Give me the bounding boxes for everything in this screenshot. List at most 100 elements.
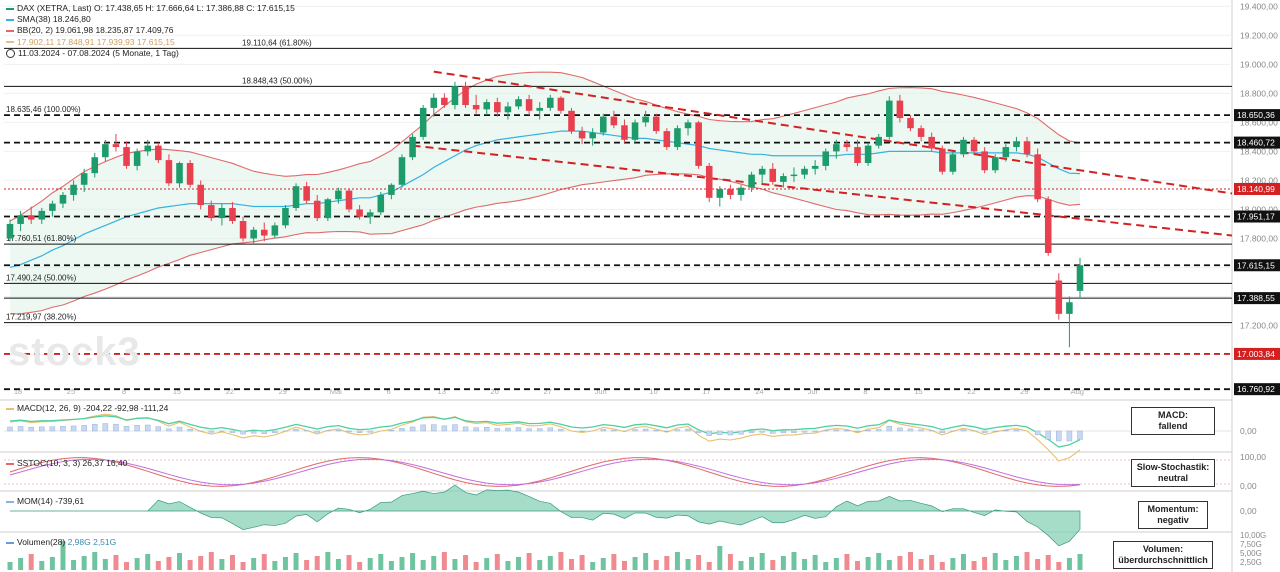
volume-bar bbox=[28, 554, 34, 570]
volume-bar bbox=[219, 559, 225, 570]
volume-status: Volumen: überdurchschnittlich bbox=[1118, 544, 1208, 565]
macd-histogram-bar bbox=[897, 427, 903, 432]
macd-histogram-bar bbox=[123, 426, 130, 432]
macd-histogram-bar bbox=[1013, 429, 1020, 432]
trend-line-lower bbox=[412, 144, 1233, 237]
macd-histogram-bar bbox=[727, 430, 734, 436]
candle-body bbox=[239, 221, 247, 239]
mom-swatch-icon bbox=[6, 500, 14, 503]
bb-upper-line bbox=[9, 71, 1081, 222]
x-tick-label: 6 bbox=[387, 387, 391, 396]
macd-histogram-bar bbox=[293, 429, 299, 432]
x-tick-label: 24 bbox=[755, 387, 763, 396]
volume-bar bbox=[1077, 554, 1083, 570]
volume-tick-label: 5,00G bbox=[1240, 549, 1262, 558]
volume-bar bbox=[526, 553, 532, 570]
volume-bar bbox=[738, 561, 744, 570]
mom-label: MOM(14) bbox=[17, 496, 53, 506]
candle-body bbox=[313, 200, 321, 219]
ichimoku-cloud bbox=[10, 72, 1080, 314]
volume-bar bbox=[929, 555, 935, 570]
price-tag-label: 17.615,15 bbox=[1237, 260, 1275, 270]
price-tag-label: 17.388,55 bbox=[1237, 293, 1275, 303]
macd-histogram-bar bbox=[558, 428, 564, 432]
volume-bar bbox=[155, 561, 161, 570]
candle-body bbox=[282, 207, 289, 226]
macd-histogram-bar bbox=[1034, 430, 1041, 436]
mom-values: -739,61 bbox=[55, 496, 85, 506]
volume-bar bbox=[420, 560, 426, 570]
macd-histogram-bar bbox=[102, 423, 109, 432]
macd-histogram-bar bbox=[113, 423, 119, 432]
candle-body bbox=[960, 139, 967, 155]
price-tag-label: 18.460,72 bbox=[1237, 138, 1275, 148]
volume-bar bbox=[1056, 562, 1062, 570]
stoch-d-line bbox=[9, 458, 1081, 486]
candle-body bbox=[695, 122, 702, 166]
volume-bar bbox=[876, 553, 882, 570]
price-tag bbox=[1234, 383, 1280, 396]
macd-histogram-bar bbox=[706, 430, 712, 436]
macd-histogram-bar bbox=[420, 424, 426, 432]
candle-body bbox=[1044, 199, 1052, 253]
x-tick-label: 17 bbox=[702, 387, 710, 396]
volume-bar bbox=[378, 554, 384, 570]
macd-histogram-bar bbox=[92, 424, 98, 432]
volume-bar bbox=[685, 559, 691, 570]
macd-histogram-bar bbox=[1066, 430, 1073, 442]
price-tag-label: 17.003,84 bbox=[1237, 349, 1275, 359]
volume-bar bbox=[494, 554, 500, 570]
macd-histogram-bar bbox=[144, 424, 151, 432]
volume-bar bbox=[367, 558, 373, 570]
candle-body bbox=[578, 131, 586, 139]
macd-histogram-bar bbox=[801, 430, 808, 433]
macd-histogram-bar bbox=[664, 430, 670, 432]
x-tick-label: 29 bbox=[1020, 387, 1028, 396]
level-label: 17.760,51 (61.80%) bbox=[6, 234, 77, 243]
macd-histogram-bar bbox=[39, 426, 45, 432]
trend-line-upper bbox=[433, 70, 1233, 195]
macd-histogram-bar bbox=[918, 429, 924, 432]
volume-bar bbox=[505, 561, 511, 570]
candle-body bbox=[1066, 302, 1073, 314]
candle-body bbox=[769, 168, 777, 182]
legend-ohlc: O: 17.438,65 H: 17.666,64 L: 17.386,88 C… bbox=[94, 3, 295, 13]
macd-histogram-bar bbox=[653, 429, 659, 432]
legend-sma-row: SMA(38) 18.246,80 bbox=[6, 14, 295, 25]
y-tick-label: 18.200,00 bbox=[1240, 175, 1278, 185]
macd-histogram-bar bbox=[17, 426, 24, 432]
volume-bar bbox=[229, 555, 235, 570]
candle-body bbox=[186, 163, 194, 185]
macd-histogram-bar bbox=[356, 430, 363, 433]
macd-histogram-bar bbox=[314, 430, 320, 433]
candle-body bbox=[758, 168, 766, 175]
volume-bar bbox=[113, 555, 119, 570]
macd-histogram-bar bbox=[441, 425, 448, 432]
mom-status: Momentum: negativ bbox=[1147, 504, 1199, 525]
stoch-swatch-icon bbox=[6, 462, 14, 465]
candle-body bbox=[1023, 141, 1031, 155]
volume-bar bbox=[907, 552, 913, 570]
candle-body bbox=[229, 207, 236, 222]
volume-bar bbox=[484, 558, 490, 570]
price-tag-label: 18.650,36 bbox=[1237, 110, 1275, 120]
x-tick-label: 15 bbox=[173, 387, 181, 396]
candle-body bbox=[674, 128, 681, 148]
price-tag bbox=[1234, 210, 1280, 223]
candle-body bbox=[917, 128, 925, 137]
candle-body bbox=[748, 174, 755, 188]
x-tick-label: 22 bbox=[226, 387, 234, 396]
candle-body bbox=[991, 157, 999, 171]
candle-body bbox=[886, 100, 893, 137]
candle-body bbox=[1002, 147, 1010, 158]
candle-body bbox=[70, 184, 77, 195]
candle-body bbox=[324, 199, 332, 219]
x-tick-label: 15 bbox=[914, 387, 922, 396]
x-tick-label: 20 bbox=[491, 387, 499, 396]
macd-histogram-bar bbox=[452, 424, 458, 432]
macd-status-box: MACD: fallend bbox=[1131, 407, 1215, 435]
macd-histogram-bar bbox=[547, 427, 554, 432]
volume-bar bbox=[134, 558, 140, 570]
volume-bar bbox=[473, 562, 479, 570]
